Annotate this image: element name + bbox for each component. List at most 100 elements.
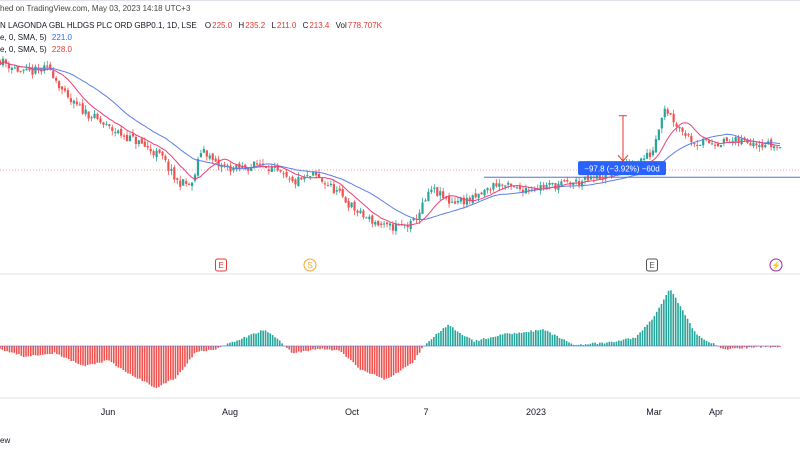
histogram-bar: [198, 346, 200, 352]
histogram-bar: [129, 346, 132, 374]
histogram-bar: [660, 304, 663, 346]
candle-body: [37, 68, 40, 70]
candle-body: [300, 177, 303, 180]
histogram-bar: [331, 346, 333, 351]
histogram-bar: [568, 342, 570, 346]
vol-value: 778.707K: [347, 21, 383, 30]
candle-body: [483, 189, 486, 196]
candle-body: [223, 164, 226, 166]
histogram-bar: [51, 346, 53, 354]
histogram-layer: [0, 290, 781, 388]
histogram-bar: [25, 346, 27, 357]
histogram-bar: [456, 331, 459, 346]
histogram-bar: [101, 346, 103, 363]
histogram-bar: [143, 346, 146, 382]
histogram-bar: [715, 345, 717, 346]
histogram-bar: [210, 346, 212, 350]
candle-body: [583, 176, 587, 180]
histogram-bar: [390, 346, 392, 377]
candle-body: [202, 149, 205, 153]
candle-body: [527, 189, 530, 191]
histogram-bar: [746, 346, 748, 349]
candle-body: [28, 67, 31, 71]
histogram-bar: [428, 341, 430, 346]
candle-body: [114, 132, 117, 134]
histogram-bar: [606, 342, 608, 346]
ohlc-l-label: L: [271, 21, 276, 30]
earnings-icon[interactable]: E: [646, 258, 658, 272]
histogram-bar: [489, 337, 492, 346]
histogram-bar: [167, 346, 170, 381]
histogram-bar: [518, 332, 521, 346]
histogram-bar: [82, 346, 84, 366]
histogram-bar: [226, 343, 229, 346]
histogram-bar: [271, 335, 274, 346]
candle-body: [586, 175, 590, 181]
lightning-icon[interactable]: ⚡: [769, 258, 783, 272]
histogram-bar: [741, 346, 743, 349]
histogram-bar: [219, 346, 222, 348]
histogram-bar: [286, 346, 288, 348]
candle-body: [176, 178, 179, 180]
candle-body: [362, 210, 365, 218]
histogram-bar: [160, 346, 163, 386]
candle-body: [111, 127, 114, 131]
footer-text: ew: [0, 436, 11, 445]
histogram-bar: [297, 346, 300, 352]
histogram-bar: [411, 346, 414, 364]
candle-body: [270, 166, 273, 172]
histogram-bar: [601, 342, 603, 346]
histogram-bar: [508, 333, 511, 346]
histogram-bar: [710, 343, 713, 346]
candle-body: [518, 185, 522, 190]
histogram-bar: [703, 339, 705, 346]
candle-body: [713, 144, 717, 146]
candle-body: [539, 185, 542, 191]
histogram-bar: [663, 299, 665, 346]
histogram-bar: [570, 343, 573, 346]
histogram-bar: [580, 344, 582, 346]
ohlc-c-value: 213.4: [309, 21, 330, 30]
histogram-bar: [181, 346, 184, 370]
histogram-bar: [430, 339, 433, 346]
histogram-bar: [63, 346, 65, 358]
histogram-bar: [520, 332, 523, 346]
candle-body: [554, 183, 557, 190]
candle-body: [125, 134, 129, 142]
split-icon[interactable]: S: [303, 258, 317, 272]
histogram-bar: [259, 330, 262, 346]
histogram-bar: [577, 344, 580, 346]
candle-body: [108, 124, 111, 126]
histogram-bar: [492, 337, 494, 346]
candle-body: [255, 163, 259, 165]
histogram-bar: [513, 332, 516, 346]
candle-body: [474, 193, 477, 198]
candle-body: [179, 180, 182, 187]
histogram-bar: [712, 343, 715, 346]
histogram-bar: [86, 346, 89, 365]
ma-legend-2[interactable]: e, 0, SMA, 5) 228.0: [0, 45, 72, 54]
candle-body: [258, 163, 262, 165]
candle-body: [341, 189, 344, 197]
histogram-bar: [203, 346, 205, 352]
earnings-icon[interactable]: E: [215, 258, 227, 272]
candle-body: [10, 67, 13, 71]
candle-body: [716, 143, 720, 147]
x-tick-label: 2023: [525, 407, 547, 417]
candle-body: [208, 155, 211, 159]
measure-annotation[interactable]: −97.8 (−3.92%) −60d: [578, 115, 666, 176]
candle-body: [684, 133, 687, 136]
candle-body: [710, 143, 714, 145]
histogram-bar: [608, 341, 611, 346]
candle-body: [193, 174, 197, 181]
histogram-bar: [542, 329, 544, 346]
histogram-bar: [700, 337, 703, 346]
candle-body: [347, 200, 350, 208]
histogram-bar: [276, 338, 279, 346]
histogram-bar: [473, 341, 475, 346]
ma-legend-1[interactable]: e, 0, SMA, 5) 221.0: [0, 33, 72, 42]
histogram-bar: [610, 341, 613, 346]
histogram-bar: [556, 335, 558, 346]
candle-body: [707, 140, 711, 144]
